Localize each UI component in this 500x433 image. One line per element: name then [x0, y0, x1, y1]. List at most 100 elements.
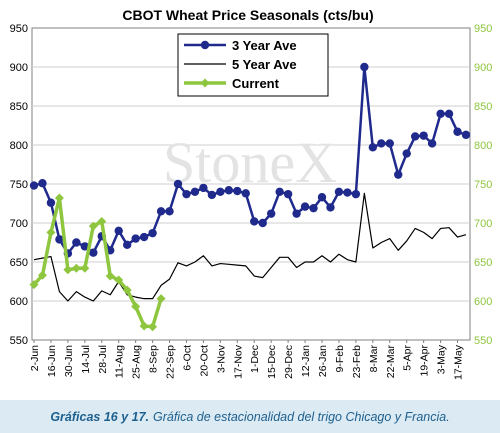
- x-tick-label: 14-Jul: [80, 345, 92, 374]
- data-point: [139, 321, 149, 331]
- y-tick-label: 850: [10, 101, 28, 113]
- y2-tick-label: 600: [474, 296, 492, 308]
- x-tick-label: 17-Nov: [232, 344, 244, 379]
- x-tick-label: 22-Mar: [385, 345, 397, 379]
- y-tick-label: 750: [10, 179, 28, 191]
- data-point: [427, 139, 437, 148]
- data-point: [131, 234, 140, 243]
- data-point: [63, 265, 73, 275]
- series-layer: [29, 62, 471, 332]
- x-tick-label: 16-Jun: [46, 345, 58, 377]
- caption-label: Gráficas 16 y 17.: [50, 409, 149, 424]
- data-point: [72, 238, 81, 247]
- series-line: [33, 192, 467, 302]
- x-tick-label: 12-Jan: [300, 345, 312, 377]
- data-point: [148, 228, 157, 238]
- data-point: [266, 209, 276, 218]
- y2-tick-label: 950: [474, 23, 492, 35]
- caption-text: Gráfica de estacionalidad del trigo Chic…: [153, 409, 450, 424]
- data-point: [461, 130, 471, 140]
- data-point: [148, 322, 158, 332]
- data-point: [453, 127, 462, 136]
- x-tick-label: 1-Dec: [249, 345, 261, 373]
- data-point: [173, 179, 183, 189]
- x-tick-label: 19-Apr: [419, 344, 431, 376]
- data-point: [139, 232, 149, 242]
- data-point: [377, 139, 386, 148]
- x-tick-label: 28-Jul: [97, 345, 109, 374]
- data-point: [80, 263, 90, 273]
- data-point: [29, 280, 39, 290]
- y-tick-label: 650: [10, 257, 28, 269]
- data-point: [37, 270, 47, 280]
- data-point: [156, 207, 166, 216]
- x-tick-label: 5-Apr: [402, 345, 414, 371]
- x-tick-label: 25-Aug: [131, 345, 143, 379]
- data-point: [224, 186, 234, 195]
- data-point: [122, 240, 132, 250]
- x-tick-label: 6-Oct: [181, 345, 193, 371]
- data-point: [190, 187, 200, 196]
- x-tick-label: 23-Feb: [351, 345, 363, 378]
- data-point: [182, 189, 191, 199]
- y-tick-label: 950: [10, 23, 28, 35]
- x-tick-label: 3-May: [436, 344, 448, 374]
- data-point: [131, 301, 141, 311]
- data-point: [54, 193, 64, 203]
- data-point: [29, 181, 39, 190]
- x-tick-label: 22-Sep: [165, 345, 177, 379]
- data-point: [89, 248, 98, 257]
- data-point: [156, 294, 166, 304]
- data-point: [283, 189, 293, 199]
- data-point: [114, 275, 124, 285]
- data-point: [360, 62, 369, 72]
- data-point: [165, 207, 174, 216]
- data-point: [351, 189, 361, 199]
- data-point: [46, 227, 56, 237]
- x-tick-label: 20-Oct: [198, 345, 210, 377]
- data-point: [38, 179, 47, 188]
- x-tick-label: 2-Jun: [29, 345, 41, 371]
- legend-marker: [200, 40, 210, 50]
- data-point: [300, 202, 310, 211]
- data-point: [419, 131, 428, 140]
- data-point: [97, 216, 107, 226]
- data-point: [394, 170, 403, 179]
- legend-label: 5 Year Ave: [232, 57, 297, 72]
- data-point: [88, 221, 98, 231]
- data-point: [368, 143, 378, 152]
- data-point: [233, 186, 242, 196]
- legend-marker: [200, 78, 210, 88]
- x-tick-label: 8-Sep: [148, 345, 160, 373]
- data-point: [55, 235, 64, 244]
- legend-label: Current: [232, 76, 280, 91]
- y2-tick-label: 800: [474, 140, 492, 152]
- axes: 550 600 650 700 750 800 850 900 950 550 600 650 700 7…: [10, 23, 493, 380]
- x-tick-label: 8-Mar: [368, 344, 380, 372]
- caption: Gráficas 16 y 17. Gráfica de estacionali…: [0, 400, 500, 433]
- data-point: [275, 187, 284, 196]
- data-point: [444, 109, 454, 119]
- legend: 3 Year Ave 5 Year Ave Current: [177, 33, 329, 97]
- y2-tick-label: 700: [474, 218, 492, 230]
- y-tick-label: 600: [10, 296, 28, 308]
- gridlines: [32, 66, 470, 302]
- x-tick-label: 15-Dec: [266, 345, 278, 379]
- data-point: [199, 183, 208, 193]
- data-point: [71, 263, 81, 273]
- x-tick-label: 29-Dec: [283, 345, 295, 379]
- legend-label: 3 Year Ave: [232, 38, 297, 53]
- chart: CBOT Wheat Price Seasonals (cts/bu) Ston…: [10, 7, 493, 380]
- x-tick-label: 30-Jun: [63, 345, 75, 377]
- x-tick-label: 11-Aug: [114, 345, 126, 378]
- y-tick-label: 900: [10, 62, 28, 74]
- y2-tick-label: 750: [474, 179, 492, 191]
- data-point: [402, 149, 411, 158]
- x-tick-label: 17-May: [453, 344, 465, 380]
- x-tick-label: 3-Nov: [215, 344, 227, 373]
- data-point: [436, 109, 445, 119]
- data-point: [317, 193, 327, 202]
- data-point: [105, 271, 115, 281]
- watermark: StoneX: [163, 130, 337, 195]
